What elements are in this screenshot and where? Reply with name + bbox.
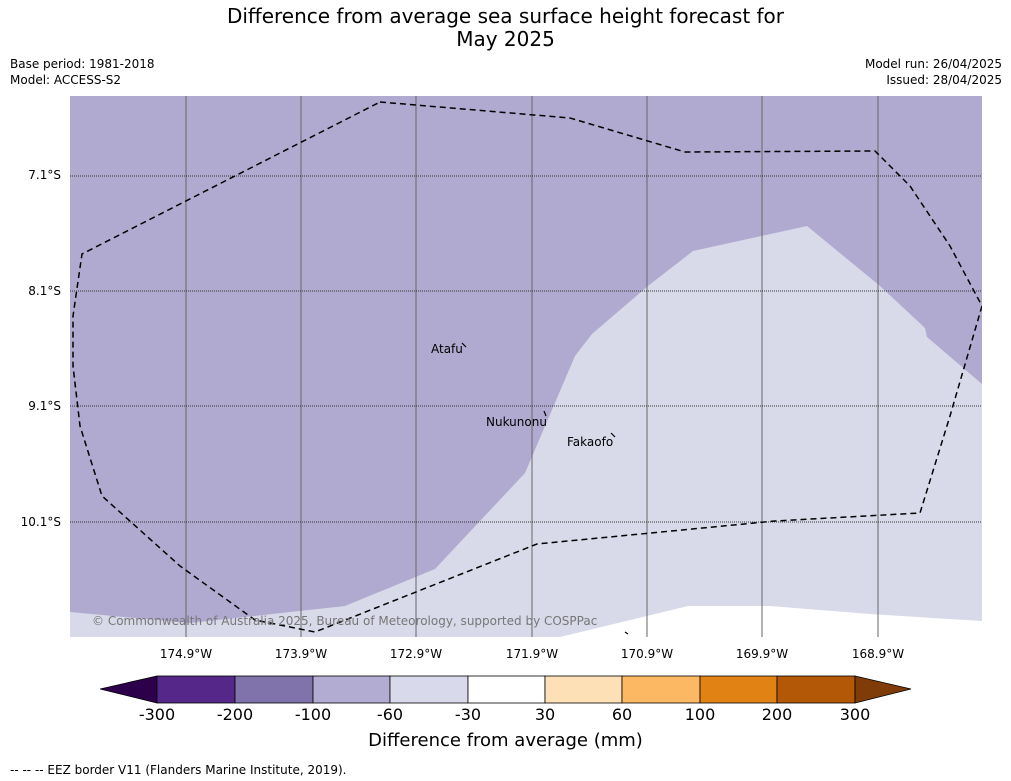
title-line-1: Difference from average sea surface heig… (226, 4, 785, 28)
island-mark-fakaofo (610, 432, 616, 438)
lon-label: 170.9°W (620, 647, 674, 661)
colorbar-segment (621, 675, 701, 704)
colorbar-segment (156, 675, 236, 704)
island-mark-atafu (461, 342, 467, 348)
lat-label: 7.1°S (28, 168, 61, 182)
island-marks (461, 342, 629, 635)
colorbar-segment (467, 675, 546, 704)
lon-label: 171.9°W (505, 647, 559, 661)
lon-label: 173.9°W (274, 647, 328, 661)
lat-label: 9.1°S (28, 399, 61, 413)
chart-title: Difference from average sea surface heig… (0, 5, 1011, 51)
colorbar-tick: 100 (684, 705, 716, 724)
colorbar-segment (544, 675, 623, 704)
colorbar-svg (99, 675, 912, 704)
parallel-lines (70, 175, 982, 523)
meta-right: Model run: 26/04/2025 Issued: 28/04/2025 (865, 56, 1002, 88)
base-period-text: Base period: 1981-2018 (10, 57, 155, 71)
lon-label: 168.9°W (851, 647, 905, 661)
colorbar-tick: 300 (839, 705, 871, 724)
place-label-atafu: Atafu (431, 342, 463, 356)
island-mark-small (624, 631, 629, 635)
colorbar-tick: -60 (376, 705, 404, 724)
colorbar-tick: -200 (216, 705, 254, 724)
title-line-2: May 2025 (456, 27, 555, 51)
island-mark-nukunonu (543, 410, 547, 417)
model-text: Model: ACCESS-S2 (10, 73, 122, 87)
colorbar-segment (776, 675, 856, 704)
map-area (70, 96, 982, 637)
lon-label: 174.9°W (159, 647, 213, 661)
colorbar-tick: -30 (454, 705, 482, 724)
colorbar-tick: 30 (534, 705, 556, 724)
colorbar-segment (234, 675, 314, 704)
colorbar-segment (312, 675, 391, 704)
place-label-nukunonu: Nukunonu (486, 415, 547, 429)
colorbar-segment (699, 675, 778, 704)
lat-label: 10.1°S (20, 515, 61, 529)
colorbar-extend-high (854, 675, 912, 704)
colorbar-extend-low (99, 675, 158, 704)
model-run-text: Model run: 26/04/2025 (864, 57, 1002, 71)
lon-label: 169.9°W (735, 647, 789, 661)
colorbar-label: Difference from average (mm) (368, 730, 643, 751)
colorbar-tick: -300 (138, 705, 176, 724)
colorbar-tick: -100 (294, 705, 332, 724)
copyright-text: © Commonwealth of Australia 2025, Bureau… (92, 614, 598, 628)
lon-label: 172.9°W (389, 647, 443, 661)
place-label-fakaofo: Fakaofo (567, 435, 614, 449)
meridian-lines (185, 96, 879, 637)
eez-legend-note: -- -- -- EEZ border V11 (Flanders Marine… (10, 763, 347, 777)
colorbar-segment (389, 675, 469, 704)
colorbar-tick: 60 (611, 705, 633, 724)
meta-left: Base period: 1981-2018 Model: ACCESS-S2 (10, 56, 155, 88)
colorbar (99, 675, 912, 705)
colorbar-tick: 200 (761, 705, 793, 724)
eez-border (72, 101, 982, 633)
map-svg (70, 96, 982, 637)
anomaly-zone-light (70, 226, 982, 637)
anomaly-zone-white (560, 606, 982, 637)
lat-label: 8.1°S (28, 284, 61, 298)
issued-text: Issued: 28/04/2025 (886, 73, 1002, 87)
